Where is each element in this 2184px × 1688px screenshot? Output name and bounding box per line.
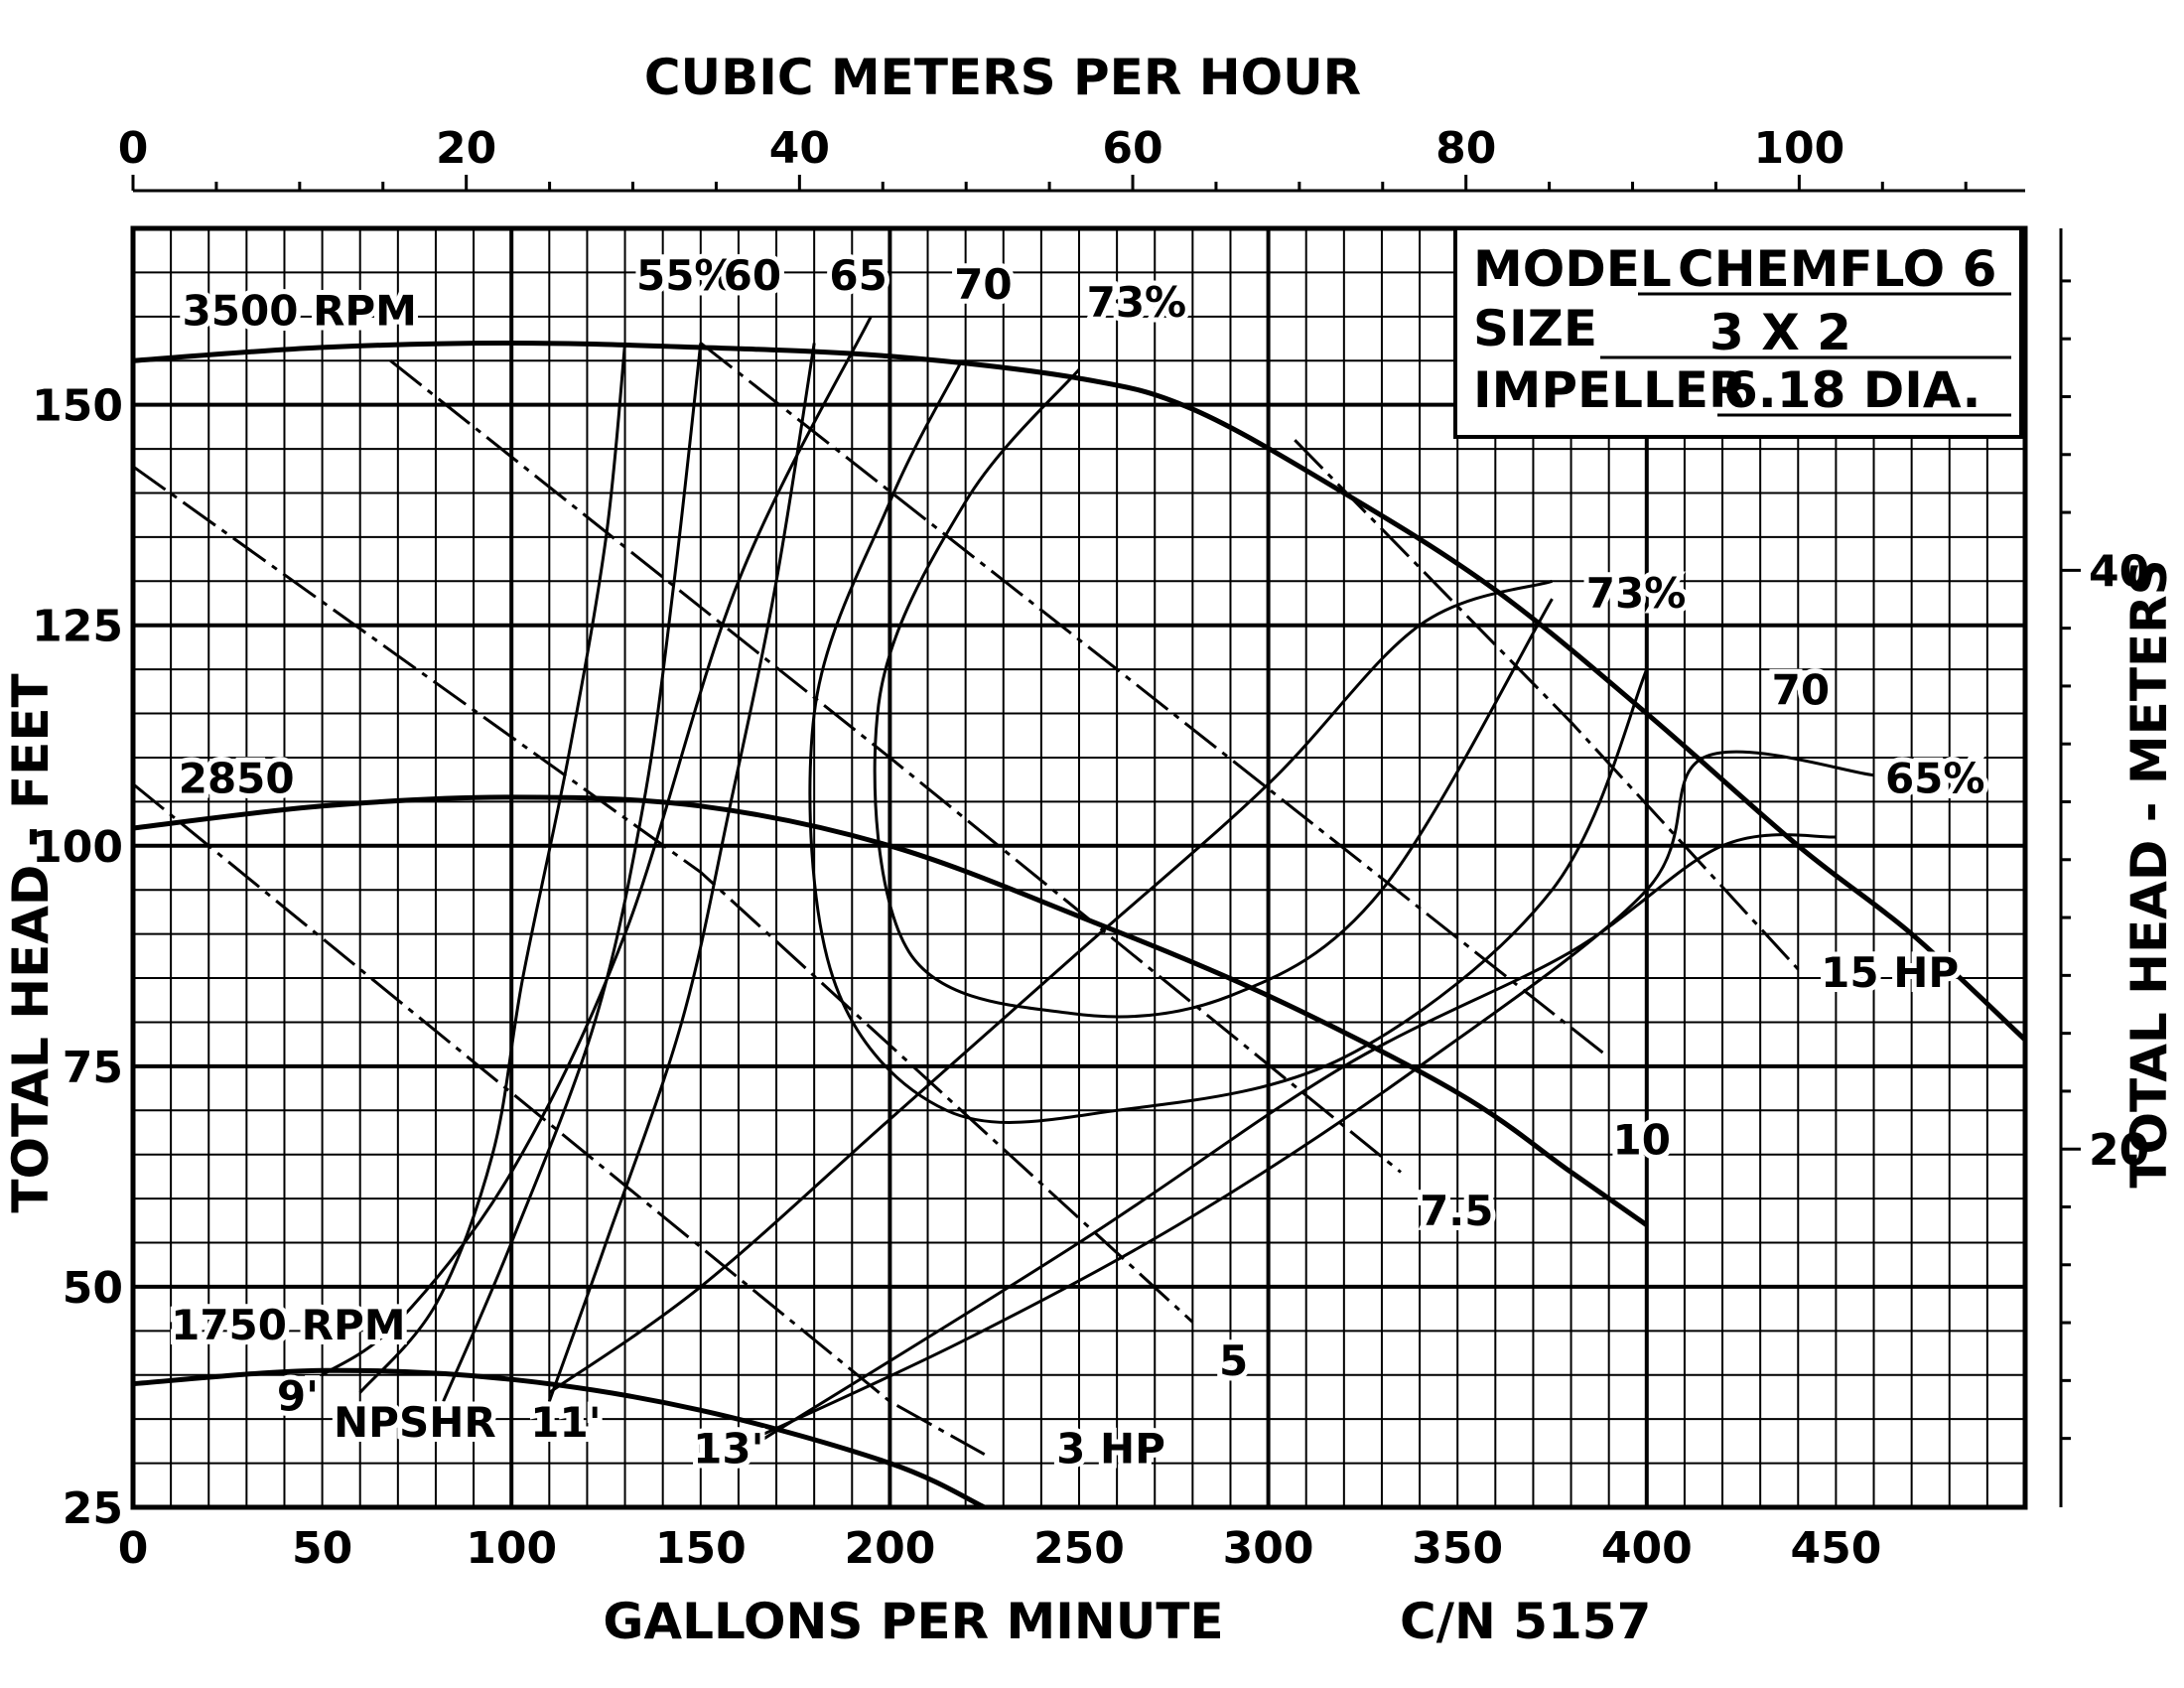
efficiency-curve <box>808 359 1649 1124</box>
speed-curve-label: 1750 RPM <box>171 1301 405 1349</box>
x2-tick-label: 80 <box>1435 123 1496 174</box>
x-tick-label: 250 <box>1033 1523 1125 1574</box>
model-label: MODEL <box>1473 240 1672 298</box>
curve-labels: 3500 RPM 2850 1750 RPM 55%60 65 70 70 73% 73% 65%… <box>166 246 1989 1477</box>
y-tick-label: 25 <box>63 1483 123 1534</box>
npsh-curve-label: 9' <box>277 1371 319 1420</box>
horsepower-line-label: 10 <box>1612 1116 1670 1165</box>
efficiency-curve <box>547 343 816 1402</box>
x2-tick-label: 0 <box>118 123 149 174</box>
speed-curve <box>132 340 2027 1043</box>
y-tick-label: 150 <box>32 381 123 432</box>
efficiency-curve-label: 65 <box>829 251 887 300</box>
x-tick-label: 200 <box>844 1523 935 1574</box>
npsh-curve <box>738 750 1874 1448</box>
efficiency-curve-label: 60 <box>724 251 781 300</box>
efficiency-curve-label: 55% <box>636 251 737 300</box>
x-tick-label: 150 <box>655 1523 747 1574</box>
x-tick-label: 100 <box>466 1523 557 1574</box>
npsh-curve <box>548 579 1553 1394</box>
bottom-axis-title: GALLONS PER MINUTE <box>603 1593 1223 1650</box>
curves <box>132 316 2027 1510</box>
npsh-curve-label: 11' <box>530 1398 601 1447</box>
x2-tick-label: 60 <box>1102 123 1162 174</box>
y-tick-label: 50 <box>63 1263 123 1314</box>
speed-curve <box>132 1367 986 1510</box>
x-tick-label: 350 <box>1412 1523 1503 1574</box>
info-box-frame <box>1453 226 2023 439</box>
horsepower-line-label: 5 <box>1219 1336 1248 1385</box>
npsh-curve <box>321 316 873 1377</box>
efficiency-curve-label: 73% <box>1586 569 1687 618</box>
x-tick-label: 450 <box>1790 1523 1881 1574</box>
right-axis-title: TOTAL HEAD - METERS <box>2120 559 2178 1188</box>
size-value: 3 X 2 <box>1709 304 1851 361</box>
efficiency-curve-label: 73% <box>1087 278 1187 327</box>
x-tick-label: 300 <box>1223 1523 1314 1574</box>
efficiency-curve <box>442 343 703 1402</box>
y2-tick-label: 40 <box>2089 546 2149 597</box>
speed-curve <box>132 794 1649 1227</box>
top-axis-title: CUBIC METERS PER HOUR <box>644 49 1361 106</box>
x2-tick-label: 40 <box>769 123 830 174</box>
size-label: SIZE <box>1473 300 1597 357</box>
horsepower-line-label: 3 HP <box>1056 1425 1165 1474</box>
speed-curve-label: 3500 RPM <box>183 287 417 336</box>
horsepower-line-label: 15 HP <box>1821 948 1959 997</box>
axes: 0 50 100 150 200 250 300 350 400 4502550751001251… <box>32 123 2149 1574</box>
x-tick-label: 0 <box>118 1523 149 1574</box>
y-tick-label: 75 <box>63 1043 123 1093</box>
horsepower-line <box>1294 439 1800 971</box>
impeller-label: IMPELLER <box>1473 361 1747 419</box>
npsh-curve-label: NPSHR <box>334 1398 496 1447</box>
npsh-curve-label: 13' <box>693 1425 763 1474</box>
impeller-value: 6.18 DIA. <box>1723 361 1981 419</box>
horsepower-line <box>132 782 986 1457</box>
horsepower-line <box>389 359 1402 1174</box>
x-tick-label: 400 <box>1601 1523 1693 1574</box>
x2-tick-label: 20 <box>436 123 496 174</box>
efficiency-curve-label: 65% <box>1885 754 1985 802</box>
speed-curve-label: 2850 <box>179 754 295 802</box>
y-tick-label: 100 <box>32 822 123 873</box>
grid <box>130 225 2028 1510</box>
catalog-number: C/N 5157 <box>1400 1593 1651 1650</box>
info-box: MODEL CHEMFLO 6 SIZE 3 X 2 IMPELLER 6.18… <box>1453 226 2023 439</box>
y2-tick-label: 20 <box>2089 1125 2149 1176</box>
left-axis-title: TOTAL HEAD - FEET <box>2 673 60 1212</box>
model-value: CHEMFLO 6 <box>1678 240 1996 298</box>
efficiency-curve <box>738 833 1837 1456</box>
horsepower-line <box>699 342 1610 1059</box>
horsepower-line-label: 7.5 <box>1420 1187 1493 1235</box>
y-tick-label: 125 <box>32 602 123 652</box>
horsepower-line <box>132 465 1194 1324</box>
efficiency-curve <box>358 343 627 1394</box>
efficiency-curve-label: 70 <box>1772 666 1830 715</box>
efficiency-curve-label: 70 <box>954 260 1012 309</box>
x2-tick-label: 100 <box>1753 123 1844 174</box>
plot-frame <box>130 225 2028 1510</box>
x-tick-label: 50 <box>292 1523 352 1574</box>
efficiency-curve <box>873 368 1554 1019</box>
